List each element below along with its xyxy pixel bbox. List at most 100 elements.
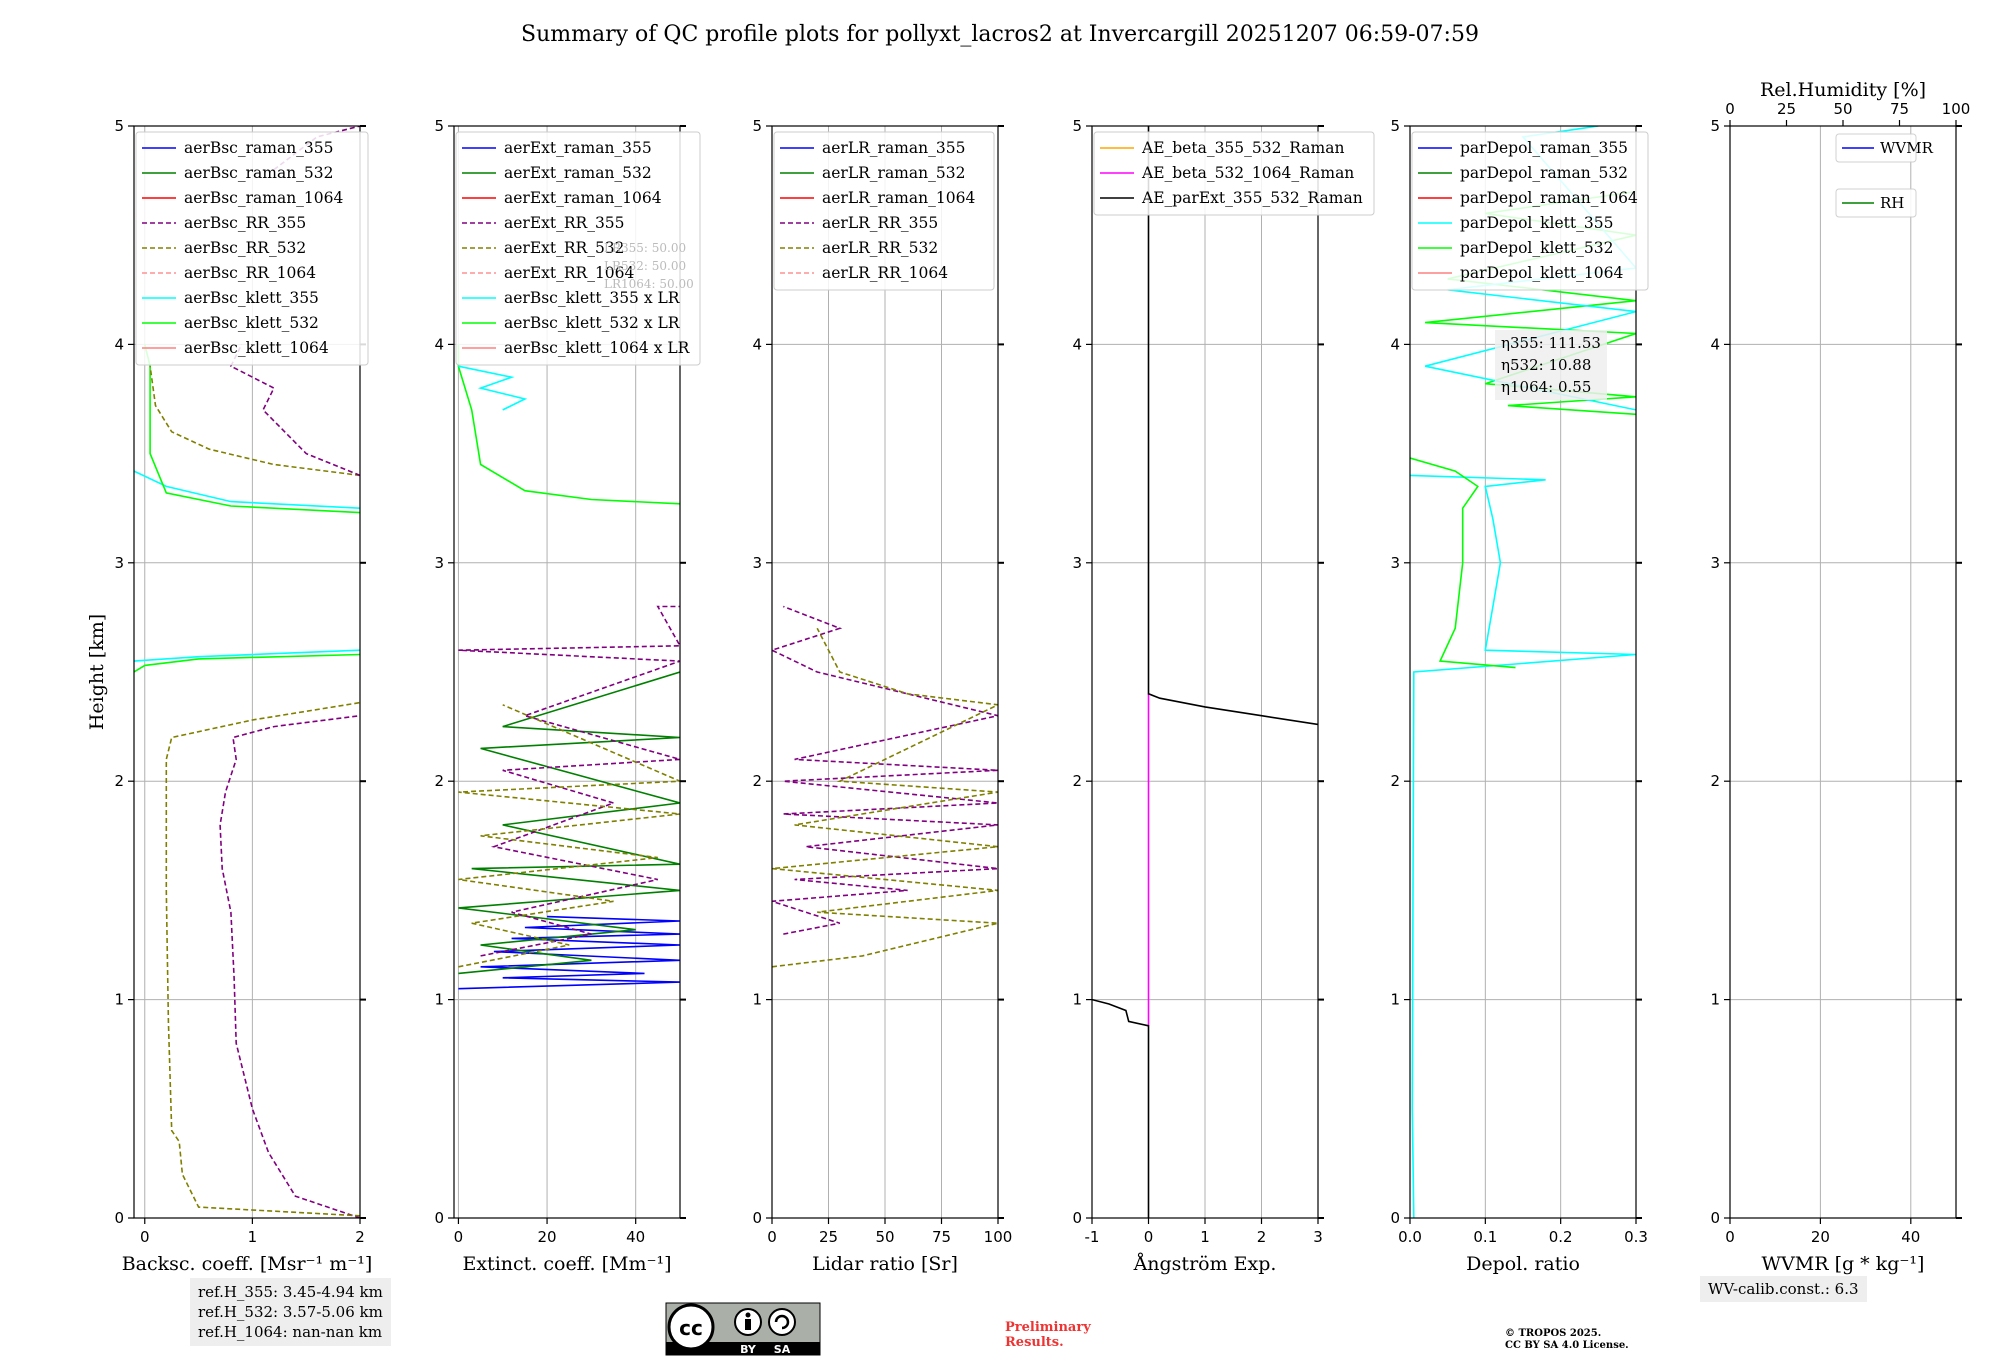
series-ae-parext-355-532-raman [1147, 126, 1318, 726]
cc-text: cc [679, 1316, 703, 1340]
x-tick-label: 25 [819, 1228, 838, 1246]
series-aerbsc-klett-355-upper- [134, 470, 360, 509]
x-tick-label: 2 [355, 1228, 365, 1246]
axes-frame [1729, 125, 1957, 1219]
series-aerbsc-rr-355-upper- [229, 344, 360, 477]
legend-label: aerLR_RR_1064 [822, 264, 948, 282]
copyright-line-1: © TROPOS 2025. [1505, 1328, 1602, 1339]
y-tick-label: 5 [752, 117, 762, 135]
panel-depol: 0.0 0.1 0.2 0.3 0 1 2 3 4 5 Depol. ratio parDepol_r… [1390, 117, 1649, 1275]
legend-label: parDepol_raman_355 [1460, 139, 1628, 157]
page-title: Summary of QC profile plots for pollyxt_… [521, 22, 1479, 47]
series-aerlr-rr-532 [772, 627, 998, 968]
legend-label: parDepol_raman_532 [1460, 164, 1628, 182]
panel-wv: 0 20 40 0 1 2 3 4 5 WVMR [g * kg⁻¹] 0 25 50 75 100 Rel.… [1710, 79, 1970, 1275]
legend-label: aerExt_raman_1064 [504, 189, 662, 207]
y-tick-label: 0 [1390, 1209, 1400, 1227]
series-aerbsc-rr-355 [219, 714, 360, 1218]
y-tick-label: 1 [434, 991, 444, 1009]
panel-ext: 0 20 40 0 1 2 3 4 5 Extinct. coeff. [Mm⁻¹] aerExt_… [434, 117, 701, 1275]
top-x-tick-label: 0 [1725, 100, 1735, 118]
y-tick-label: 0 [434, 1209, 444, 1227]
legend-label: aerBsc_klett_532 x LR [504, 314, 681, 332]
lr-annotation: LR532: 50.00 [604, 259, 686, 273]
x-tick-label: 0 [1144, 1228, 1154, 1246]
legend-label: aerBsc_klett_355 x LR [504, 289, 681, 307]
y-tick-label: 2 [434, 772, 444, 790]
x-tick-label: 0 [1725, 1228, 1735, 1246]
legend-label: aerBsc_raman_355 [184, 139, 334, 157]
x-tick-label: 40 [626, 1228, 645, 1246]
y-tick-label: 5 [1710, 117, 1720, 135]
legend-label: aerLR_raman_532 [822, 164, 965, 182]
series-aerbsc-klett-532 [134, 653, 360, 673]
y-tick-label: 3 [1072, 554, 1082, 572]
legend-label: aerBsc_RR_355 [184, 214, 306, 232]
y-tick-label: 3 [1710, 554, 1720, 572]
x-axis-label: WVMR [g * kg⁻¹] [1762, 1253, 1925, 1275]
y-tick-label: 1 [114, 991, 124, 1009]
y-tick-label: 1 [1072, 991, 1082, 1009]
series-aerbsc-klett-355 [134, 649, 360, 662]
eta-355: η355: 111.53 [1501, 334, 1601, 352]
legend-label: AE_beta_532_1064_Raman [1141, 164, 1354, 182]
series-aerext-rr-532 [458, 704, 680, 968]
legend-label: parDepol_klett_1064 [1460, 264, 1623, 282]
legend-label: aerBsc_RR_532 [184, 239, 306, 257]
top-x-tick-label: 100 [1942, 100, 1971, 118]
legend-label: aerLR_RR_532 [822, 239, 938, 257]
x-tick-label: 3 [1313, 1228, 1323, 1246]
series-aerbsc-rr-532 [165, 701, 360, 1217]
legend-label: aerBsc_RR_1064 [184, 264, 316, 282]
y-tick-label: 4 [114, 335, 124, 353]
y-tick-label: 5 [1390, 117, 1400, 135]
y-tick-label: 0 [752, 1209, 762, 1227]
legend-label: AE_beta_355_532_Raman [1141, 139, 1344, 157]
legend-label: aerBsc_klett_355 [184, 289, 319, 307]
y-tick-label: 1 [752, 991, 762, 1009]
series-group-lr [772, 605, 998, 968]
x-tick-label: 0 [454, 1228, 464, 1246]
y-tick-label: 4 [1710, 335, 1720, 353]
y-axis-label: Height [km] [86, 614, 108, 730]
legend-label: aerBsc_raman_532 [184, 164, 334, 182]
legend-label: aerLR_RR_355 [822, 214, 938, 232]
x-tick-label: 100 [984, 1228, 1013, 1246]
legend-label: parDepol_raman_1064 [1460, 189, 1638, 207]
series-ae-parext-355-532-raman-low- [1092, 998, 1150, 1218]
x-tick-label: 0.3 [1624, 1228, 1648, 1246]
legend-label: RH [1880, 194, 1904, 212]
y-tick-label: 4 [1072, 335, 1082, 353]
legend-box [1835, 133, 1917, 163]
legend-box [773, 131, 995, 291]
series-aerext-raman-355 [458, 915, 680, 990]
series-aerlr-rr-355 [772, 605, 998, 935]
series-aerbsc-rr-532-upper- [149, 366, 360, 477]
copyright-line-2: CC BY SA 4.0 License. [1505, 1340, 1629, 1351]
legend-label: aerLR_raman_1064 [822, 189, 975, 207]
legend-box [1411, 131, 1649, 291]
x-tick-label: 50 [875, 1228, 894, 1246]
x-tick-label: 20 [538, 1228, 557, 1246]
series-group-ext [457, 344, 680, 990]
x-tick-label: 1 [1200, 1228, 1210, 1246]
series-aerbsc-klett-532-x-lr [457, 344, 680, 505]
axes-frame [133, 125, 361, 1219]
y-tick-label: 5 [1072, 117, 1082, 135]
eta-1064: η1064: 0.55 [1501, 378, 1592, 396]
copyright-note: © TROPOS 2025. CC BY SA 4.0 License. [1505, 1328, 1629, 1352]
wv-calib-box: WV-calib.const.: 6.3 [1700, 1276, 1867, 1302]
ref-height-355: ref.H_355: 3.45-4.94 km [198, 1283, 383, 1301]
legend-label: aerBsc_klett_1064 x LR [504, 339, 691, 357]
legend-box [1835, 188, 1917, 218]
axes-frame [1409, 125, 1637, 1219]
y-tick-label: 0 [1072, 1209, 1082, 1227]
panel-lr: 0 25 50 75 100 0 1 2 3 4 5 Lidar ratio [Sr] aerLR_ra… [752, 117, 1012, 1275]
x-tick-label: 40 [1901, 1228, 1920, 1246]
y-tick-label: 0 [1710, 1209, 1720, 1227]
legend-label: parDepol_klett_532 [1460, 239, 1613, 257]
legend-box [135, 131, 369, 366]
legend-label: parDepol_klett_355 [1460, 214, 1613, 232]
y-tick-label: 4 [434, 335, 444, 353]
